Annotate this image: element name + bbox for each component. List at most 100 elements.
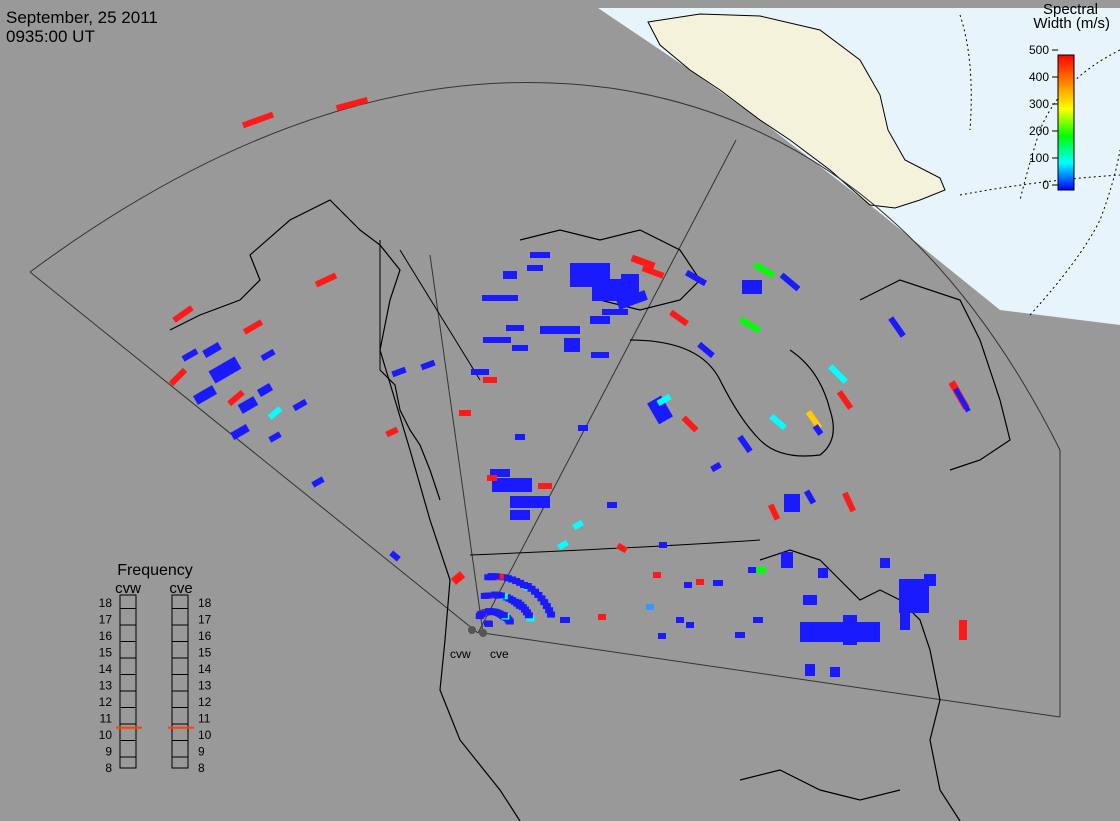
scatter-cell [713,580,723,586]
scatter-cell [547,611,556,618]
scatter-cell [646,604,654,610]
scatter-cell [630,254,656,270]
scatter-cell [684,582,692,588]
coast-labrador [859,279,1011,471]
scatter-cell [487,475,497,481]
scatter-cell [621,274,639,296]
scatter-cell [471,369,489,375]
scatter-cell [641,265,665,279]
scatter-cell [803,489,817,505]
scatter-cell [737,434,753,454]
colorbar-tick-label: 400 [1029,70,1049,84]
frequency-scale: 18 18 17 17 16 16 15 15 14 14 13 13 12 12 11 11 10 10 9 9 8 8 [99,594,212,775]
scatter-cell [803,595,817,605]
coast-hudson-bay [629,339,834,457]
scatter-cell [888,316,906,338]
frequency-scale-label: 13 [99,679,113,693]
frequency-scale-label: 16 [99,629,113,643]
scatter-cell [292,398,308,412]
coast-east [929,649,961,821]
colorbar-title-line1: Spectral [1043,1,1098,18]
scatter-cell [526,615,535,622]
scatter-cell [812,424,824,436]
scatter-cell [781,552,793,568]
scatter-cell [523,583,532,590]
scatter-cell [710,461,722,473]
scatter-cell [483,337,511,343]
frequency-indicator: Frequency cvw cve 18 18 17 17 16 16 15 15 14 14 13… [99,562,212,775]
scatter-cells [168,96,971,677]
scatter-cell [659,542,667,548]
scatter-cell [752,261,776,279]
scatter-cell [653,572,661,578]
coast-alaska [169,199,521,821]
scatter-cell [658,633,666,639]
scatter-cell [735,632,745,638]
colorbar-tick-label: 500 [1029,43,1049,57]
scatter-cell [557,539,569,551]
grid-circle-inner [1019,49,1120,201]
frequency-scale-label: 18 [198,596,212,610]
scatter-cell [542,603,551,610]
frequency-scale-label: 17 [198,613,212,627]
coast-arctic-islands [519,229,701,311]
scatter-cell [805,664,815,676]
frequency-ladder-cvw [119,594,137,769]
radar-site-cvw [468,626,476,634]
frequency-scale-label: 8 [105,761,112,775]
coastlines [169,199,1011,821]
coast-bc-islands [379,369,441,501]
coast-gulf [739,769,901,801]
scatter-cell [697,341,715,359]
scatter-cell [681,415,699,433]
scatter-cell [753,617,763,623]
scatter-cell [491,573,500,580]
scatter-cell [616,290,648,310]
scatter-cell [953,387,971,413]
scatter-cell [230,424,250,440]
scatter-cell [564,338,580,352]
greenland-sunlit [647,13,946,209]
scatter-cell [598,614,606,620]
spectral-width-colorbar: Spectral Width (m/s) 500 400 300 200 100 0 [1029,1,1110,192]
scatter-cell [560,617,570,623]
time-label: 0935:00 UT [6,27,95,46]
scatter-cell [480,592,489,599]
scatter-cell [168,367,188,387]
scatter-cell [527,265,543,271]
grid-circle-top [959,14,972,131]
scatter-cell [769,413,787,431]
colorbar-tick-label: 0 [1042,178,1049,192]
frequency-scale-label: 11 [198,712,211,726]
date-label: September, 25 2011 [6,8,158,27]
scatter-cell [696,579,704,585]
grid-circle-outer [959,174,1120,196]
scatter-cell [545,607,554,614]
scatter-cell [738,316,762,334]
scatter-cell [491,591,500,598]
frequency-scale-label: 12 [198,695,212,709]
radar-label-cve: cve [490,647,509,661]
fov-west-edge [29,271,479,634]
scatter-cell [202,342,222,358]
scatter-cell [503,271,517,279]
scatter-cell [537,595,546,602]
scatter-cell [335,96,369,112]
scatter-cell [241,111,275,129]
scatter-cell [482,295,518,301]
scatter-cell [602,309,628,315]
scatter-cell [172,305,194,323]
scatter-cell [510,510,530,520]
scatter-cell [499,612,508,619]
scatter-cell [676,617,684,623]
scatter-cell [420,359,436,371]
fov-outer-arc [29,81,1061,717]
scatter-cell [578,425,588,431]
frequency-scale-label: 18 [99,596,113,610]
scatter-cell [900,610,910,630]
scatter-cell [510,496,550,508]
scatter-cell [534,591,543,598]
coast-great-lakes [759,549,931,651]
